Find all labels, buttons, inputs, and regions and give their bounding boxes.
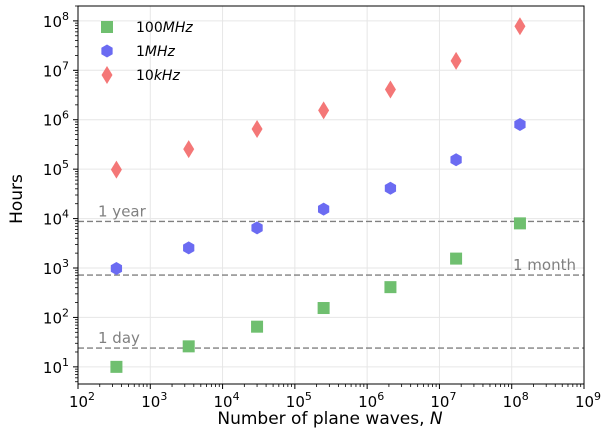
data-point xyxy=(317,202,330,216)
data-point xyxy=(513,217,526,230)
data-point xyxy=(450,252,463,265)
legend-entry: 100MHz xyxy=(136,20,193,36)
legend-entry: 10kHz xyxy=(136,68,180,84)
legend-entry: 1MHz xyxy=(136,44,176,60)
data-point xyxy=(384,281,397,294)
data-point xyxy=(384,80,396,99)
data-point xyxy=(183,140,195,159)
data-point xyxy=(514,17,526,36)
y-tick-label: 104 xyxy=(43,208,69,229)
data-point xyxy=(450,51,462,70)
y-tick-label: 103 xyxy=(43,257,69,278)
legend-marker xyxy=(101,66,113,84)
data-point xyxy=(251,221,263,235)
data-point xyxy=(384,181,397,195)
y-tick-label: 102 xyxy=(43,306,69,327)
data-point xyxy=(450,153,462,167)
legend-marker xyxy=(101,44,113,58)
x-axis-ticks: 102 103 104 105 106 107 108 109 xyxy=(69,384,601,411)
data-point xyxy=(110,160,122,179)
y-axis-ticks: 101 102 103 104 105 106 107 108 xyxy=(43,5,78,383)
data-point xyxy=(110,360,123,373)
x-tick-label: 107 xyxy=(430,390,456,411)
data-points xyxy=(110,17,526,373)
legend: 100MHz 1MHz 10kHz xyxy=(101,20,193,84)
legend-marker xyxy=(101,21,113,33)
reference-line-label: 1 day xyxy=(98,329,140,347)
data-point xyxy=(251,119,263,138)
x-tick-label: 108 xyxy=(503,390,529,411)
y-tick-label: 107 xyxy=(43,59,69,80)
reference-line-label: 1 year xyxy=(98,202,147,220)
x-axis-label: Number of plane waves, N xyxy=(217,409,443,429)
data-point xyxy=(183,241,195,255)
reference-line-label: 1 month xyxy=(513,256,576,274)
plot-frame xyxy=(77,5,585,385)
grid xyxy=(77,6,585,384)
reference-lines: 1 year 1 month 1 day xyxy=(78,202,584,349)
y-axis-label: Hours xyxy=(7,174,27,224)
x-tick-label: 106 xyxy=(358,390,384,411)
x-tick-label: 105 xyxy=(286,390,312,411)
data-point xyxy=(514,118,526,132)
x-tick-label: 109 xyxy=(575,390,601,411)
y-tick-label: 106 xyxy=(43,109,69,130)
data-point xyxy=(318,101,330,120)
y-tick-label: 105 xyxy=(43,158,69,179)
y-tick-label: 108 xyxy=(43,10,69,31)
data-point xyxy=(251,320,264,333)
data-point xyxy=(110,261,123,275)
x-tick-label: 103 xyxy=(141,390,167,411)
data-point xyxy=(182,340,195,353)
y-tick-label: 101 xyxy=(43,356,69,377)
x-tick-label: 104 xyxy=(214,390,240,411)
x-tick-label: 102 xyxy=(69,390,95,411)
data-point xyxy=(317,302,330,315)
